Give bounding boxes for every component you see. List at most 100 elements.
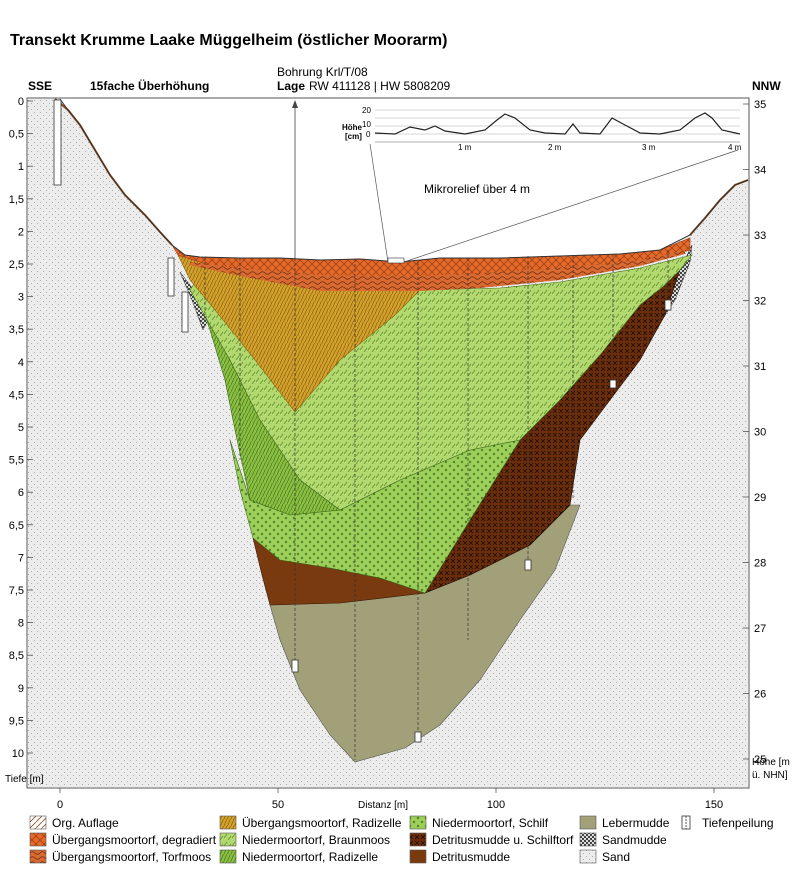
inset-sample-marker [387,257,405,264]
legend-label: Niedermoortorf, Schilf [432,816,549,830]
left-tick-label: 7,5 [9,585,24,597]
inset-title: Mikrorelief über 4 m [424,182,530,196]
borehole-lines [204,250,669,760]
legend-item-radn: Niedermoortorf, Radizelle [219,849,378,864]
inset-xtick-3: 3 m [642,143,656,152]
right-axis-title-line1: Höhe [m [752,757,790,768]
borehole-arrowhead [292,100,298,108]
legend-swatch [219,849,237,864]
left-tick-label: 2,5 [9,259,24,271]
right-tick-label: 27 [754,623,766,635]
legend-label: Übergangsmoortorf, degradiert [52,833,217,847]
legend-swatch [579,849,597,864]
left-tick-label: 2 [18,226,24,238]
right-tick-label: 26 [754,689,766,701]
label-location-value: RW 411128 | HW 5808209 [309,79,451,93]
bottom-distance-axis: 0 50 100 150 [57,788,723,811]
legend-swatch [29,832,47,847]
legend-item-torf: Übergangsmoortorf, Torfmoos [29,849,211,864]
legend-label: Übergangsmoortorf, Radizelle [242,816,402,830]
legend-swatch [29,815,47,830]
left-tick-label: 6,5 [9,520,24,532]
right-tick-label: 34 [754,165,766,177]
right-elevation-axis: 35 34 33 32 31 30 29 28 27 26 25 [743,99,766,766]
left-tick-label: 8,5 [9,650,24,662]
legend-swatch [409,849,427,864]
legend-label: Übergangsmoortorf, Torfmoos [52,850,211,864]
right-tick-label: 28 [754,558,766,570]
label-borehole: Bohrung Krl/T/08 [277,65,368,79]
label-sse: SSE [28,79,52,93]
left-tick-label: 8 [18,618,24,630]
bottom-tick-label: 100 [487,799,505,811]
left-axis-title: Tiefe [m] [5,774,44,785]
ground-surface [59,98,749,263]
legend-swatch [579,815,597,830]
layer-uebergang-torfmoos-band [190,250,685,291]
legend-item-braun: Niedermoortorf, Braunmoos [219,832,390,847]
legend-item-sandm: Sandmudde [579,832,667,847]
legend-item-peil: Tiefenpeilung [681,815,774,830]
left-depth-axis: 0 0,5 1 1,5 2 2,5 3 3,5 4 4,5 5 5,5 6 6,5 7 7,5 8 8,5 9 9,5… [9,96,33,760]
diagram-title: Transekt Krumme Laake Müggelheim (östlic… [10,32,447,49]
label-location: Lage RW 411128 | HW 5808209 [277,79,451,93]
legend-label: Sandmudde [602,833,667,847]
legend-label: Detritusmudde [432,850,510,864]
legend-item-degr: Übergangsmoortorf, degradiert [29,832,217,847]
bottom-tick-label: 150 [705,799,723,811]
left-tick-label: 3 [18,292,24,304]
tiefenpeilung-markers [53,99,672,743]
left-tick-label: 4,5 [9,389,24,401]
left-tick-label: 10 [12,748,24,760]
left-tick-label: 0 [18,96,24,108]
legend-swatch [409,832,427,847]
inset-ylabel-line2: [cm] [345,132,362,141]
inset-xtick-1: 1 m [458,143,472,152]
inset-ytick-20: 20 [362,106,371,115]
right-tick-label: 35 [754,99,766,111]
legend-label: Niedermoortorf, Braunmoos [242,833,390,847]
legend-item-detschilf: Detritusmudde u. Schilftorf [409,832,574,847]
label-exaggeration: 15fache Überhöhung [90,78,209,93]
legend: Org. Auflage Übergangsmoortorf, degradier… [29,815,774,864]
inset-mikrorelief: Höhe [cm] 20 10 0 1 m 2 m 3 m 4 m [342,104,745,152]
right-axis-title-line2: ü. NHN] [752,770,788,781]
left-tick-label: 9,5 [9,715,24,727]
left-tick-label: 6 [18,487,24,499]
bottom-axis-title: Distanz [m] [358,800,408,811]
legend-item-schilf: Niedermoortorf, Schilf [409,815,549,830]
legend-label: Niedermoortorf, Radizelle [242,850,378,864]
bottom-tick-label: 50 [272,799,284,811]
inset-connector-left [369,143,389,263]
left-tick-label: 9 [18,683,24,695]
left-tick-label: 5,5 [9,455,24,467]
label-location-bold: Lage [277,79,305,93]
inset-profile-line [374,112,741,135]
bottom-tick-label: 0 [57,799,63,811]
legend-swatch [219,832,237,847]
right-tick-label: 29 [754,492,766,504]
right-tick-label: 25 [754,754,766,766]
inset-xtick-4: 4 m [728,143,742,152]
legend-label: Sand [602,850,630,864]
left-tick-label: 1,5 [9,194,24,206]
legend-swatch [29,849,47,864]
legend-swatch [409,815,427,830]
legend-swatch [579,832,597,847]
legend-item-det: Detritusmudde [409,849,510,864]
legend-label: Detritusmudde u. Schilftorf [432,833,574,847]
legend-label: Lebermudde [602,816,670,830]
legend-label: Tiefenpeilung [702,816,774,830]
left-tick-label: 5 [18,422,24,434]
left-tick-label: 1 [18,161,24,173]
inset-ytick-0: 0 [366,130,371,139]
left-tick-label: 0,5 [9,129,24,141]
legend-label: Org. Auflage [52,816,119,830]
legend-item-sand: Sand [579,849,630,864]
label-nnw: NNW [752,79,781,93]
right-tick-label: 30 [754,427,766,439]
left-tick-label: 4 [18,357,24,369]
inset-connector-right [403,149,739,263]
